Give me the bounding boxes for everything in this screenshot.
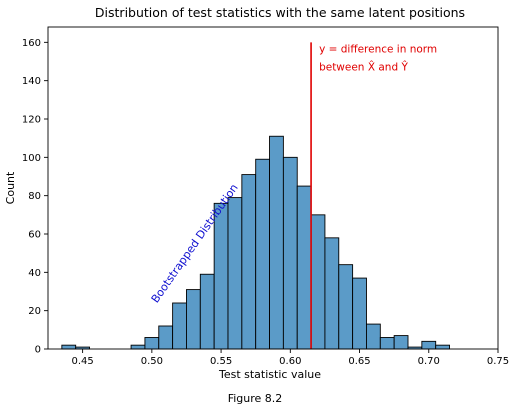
histogram-bar (310, 214, 326, 350)
histogram-bar (379, 337, 395, 350)
histogram-bar (296, 185, 312, 350)
histogram-bar (366, 323, 381, 350)
histogram-bar (130, 344, 146, 350)
histogram-bar (241, 174, 257, 350)
histogram-bar (421, 340, 437, 350)
y-tick-label: 60 (28, 230, 41, 241)
histogram-bar (393, 335, 409, 350)
x-tick-label: 0.50 (141, 356, 163, 367)
x-tick-label: 0.65 (348, 356, 370, 367)
histogram-bar (158, 325, 174, 350)
histogram-bar (255, 158, 270, 350)
histogram-bar (352, 277, 367, 350)
histogram-bar (186, 289, 201, 350)
plot-frame (47, 26, 499, 350)
y-tick-label: 140 (22, 76, 41, 87)
y-tick-label: 100 (22, 153, 41, 164)
histogram-bar (227, 197, 243, 350)
x-tick-label: 0.60 (279, 356, 301, 367)
x-tick-label: 0.55 (210, 356, 232, 367)
y-tick-label: 160 (22, 38, 41, 49)
x-tick-label: 0.45 (71, 356, 93, 367)
y-tick-label: 20 (28, 306, 41, 317)
histogram-bar (282, 156, 298, 350)
x-tick-label: 0.70 (418, 356, 440, 367)
histogram-bar (269, 135, 284, 350)
histogram-bar (435, 344, 450, 350)
histogram-bar (338, 264, 354, 350)
histogram-bar (324, 237, 340, 350)
y-tick-label: 80 (28, 191, 41, 202)
y-tick-label: 40 (28, 268, 41, 279)
histogram-bar (172, 302, 187, 350)
histogram-bar (199, 273, 215, 350)
histogram-bar (213, 202, 229, 350)
figure-caption: Figure 8.2 (227, 392, 283, 405)
chart-title: Distribution of test statistics with the… (95, 5, 465, 20)
reference-label-line2: between X̂ and Ŷ (319, 60, 408, 73)
x-axis-label: Test statistic value (218, 368, 321, 381)
histogram-bar (61, 344, 77, 350)
x-tick-label: 0.75 (487, 356, 509, 367)
histogram-bar (144, 337, 160, 350)
reference-label-line1: y = difference in norm (319, 43, 437, 55)
histogram-chart: Distribution of test statistics with the… (4, 5, 509, 381)
y-axis-label: Count (4, 171, 17, 204)
y-tick-label: 0 (35, 345, 41, 356)
histogram-bars (61, 135, 450, 350)
y-tick-label: 120 (22, 115, 41, 126)
